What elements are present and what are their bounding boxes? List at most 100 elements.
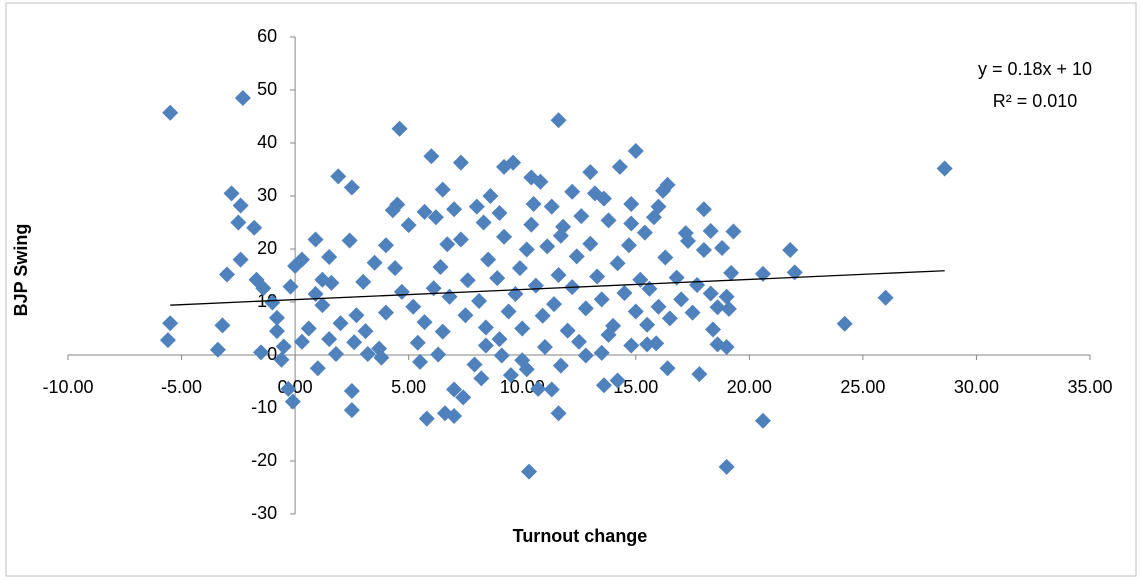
x-tick-label: -5.00 [161, 377, 202, 397]
data-point [432, 259, 449, 276]
data-point [423, 148, 440, 165]
data-point [162, 104, 179, 121]
data-point [405, 298, 422, 315]
x-tick-label: 5.00 [391, 377, 426, 397]
data-point [162, 315, 179, 332]
data-point [704, 321, 721, 338]
data-point [718, 458, 735, 475]
data-point [641, 280, 658, 297]
data-point [491, 204, 508, 221]
data-point [639, 336, 656, 353]
data-point [321, 248, 338, 265]
data-point [552, 357, 569, 374]
data-point [550, 112, 567, 129]
y-tick-label: 0 [267, 344, 277, 364]
data-point [659, 360, 676, 377]
data-point [673, 291, 690, 308]
data-point [936, 160, 953, 177]
data-point [564, 183, 581, 200]
data-point [389, 196, 406, 213]
data-point [754, 265, 771, 282]
data-point [695, 242, 712, 259]
data-point [359, 345, 376, 362]
data-point [668, 269, 685, 286]
data-point [639, 316, 656, 333]
data-point [521, 463, 538, 480]
data-point [650, 298, 667, 315]
data-point [366, 254, 383, 271]
data-point [539, 238, 556, 255]
data-point [571, 333, 587, 350]
data-point [466, 356, 483, 373]
data-point [273, 351, 290, 368]
data-point [477, 337, 494, 354]
data-point [511, 260, 528, 277]
data-point [439, 236, 456, 253]
data-point [586, 185, 603, 202]
data-point [280, 380, 297, 397]
trend-equation: y = 0.18x + 10 [978, 59, 1092, 79]
data-point [786, 264, 803, 281]
data-point [525, 195, 542, 212]
data-point [373, 349, 390, 366]
data-point [623, 337, 640, 354]
data-point [718, 288, 735, 305]
data-point [377, 237, 394, 254]
data-point [718, 339, 735, 356]
data-point [409, 334, 426, 351]
data-point [377, 304, 394, 321]
data-point [346, 334, 363, 351]
data-point [214, 317, 231, 334]
data-point [218, 266, 235, 283]
data-point [518, 241, 535, 258]
data-point [341, 232, 358, 249]
data-point [559, 322, 576, 339]
data-point [836, 315, 853, 332]
x-tick-label: -10.00 [42, 377, 93, 397]
data-point [623, 215, 640, 232]
data-point [300, 320, 317, 337]
data-point [343, 383, 360, 400]
data-point [459, 272, 476, 289]
data-point [348, 307, 365, 324]
data-point [434, 181, 451, 198]
data-point [330, 168, 347, 185]
data-point [532, 173, 549, 190]
data-point [412, 353, 429, 370]
data-point [455, 389, 472, 406]
data-point [534, 307, 551, 324]
data-point [523, 216, 540, 233]
data-point [452, 154, 469, 171]
data-point [489, 270, 506, 287]
data-point [268, 309, 285, 326]
data-point [468, 198, 485, 215]
x-tick-label: 25.00 [840, 377, 885, 397]
data-point [546, 296, 563, 313]
data-point [550, 266, 567, 283]
data-point [573, 208, 590, 225]
y-tick-label: 60 [257, 26, 277, 46]
data-point [357, 323, 374, 340]
data-point [709, 299, 726, 316]
data-point [496, 228, 513, 245]
data-point [343, 179, 360, 196]
y-tick-label: 40 [257, 132, 277, 152]
y-tick-label: 20 [257, 238, 277, 258]
x-axis-title: Turnout change [513, 526, 648, 546]
data-point [391, 120, 408, 137]
data-point [620, 237, 637, 254]
data-point [393, 283, 410, 300]
data-point [611, 158, 628, 175]
x-tick-label: 35.00 [1067, 377, 1112, 397]
data-point [593, 291, 610, 308]
data-point [264, 294, 281, 311]
data-point [502, 367, 519, 384]
data-point [387, 260, 404, 277]
data-point [627, 142, 644, 159]
data-point [457, 307, 474, 324]
data-point [253, 344, 270, 361]
data-point [616, 284, 633, 301]
data-point [577, 300, 594, 317]
data-point [568, 248, 585, 265]
data-point [246, 219, 263, 236]
